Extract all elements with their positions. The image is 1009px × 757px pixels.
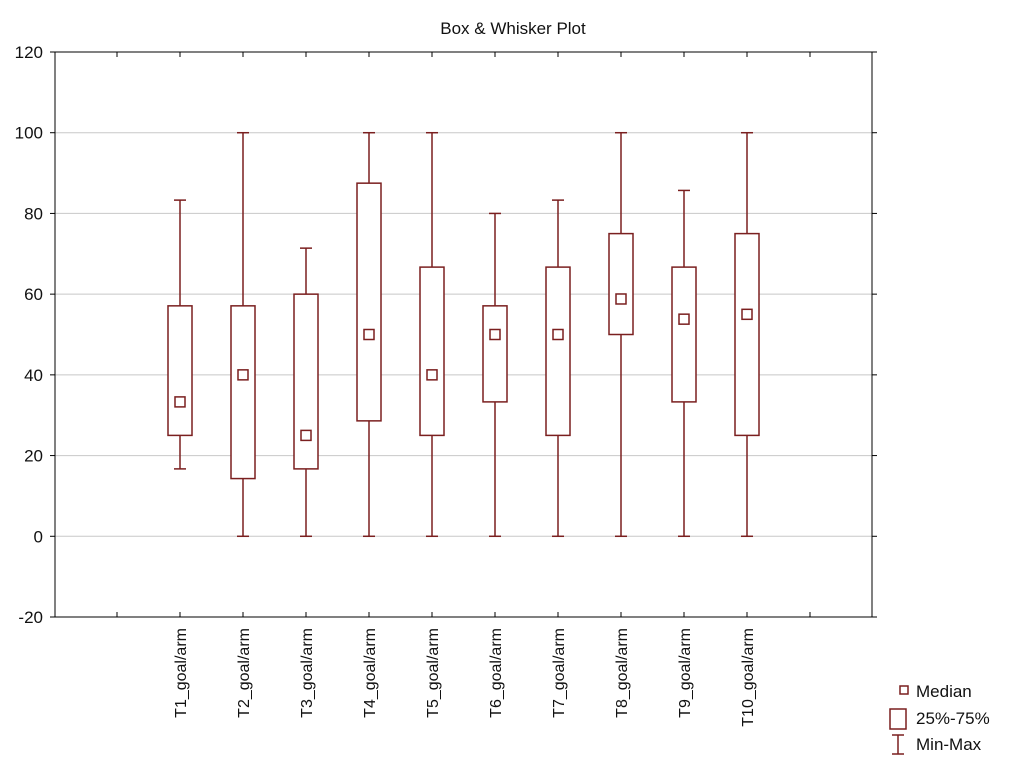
legend-box-icon [889,708,907,730]
y-tick-label: 100 [15,124,43,143]
box-iqr [545,266,571,437]
x-tick-label: T7_goal/arm [551,628,568,718]
box-group [671,189,697,538]
y-axis: -20 0 20 40 60 80 100 120 [15,43,877,627]
median-marker [426,369,438,381]
box-group [608,131,634,538]
box-iqr [230,305,256,480]
legend: Median 25%-75% Min-Max [889,682,990,755]
box-group [293,247,319,538]
median-marker [678,313,690,325]
plot-frame [54,51,873,618]
x-tick-label: T5_goal/arm [425,628,442,718]
y-tick-label: 60 [24,285,43,304]
plot-border [54,51,873,618]
median-marker [552,328,564,341]
x-tick-label: T10_goal/arm [740,628,757,727]
median-marker [237,369,249,381]
legend-item-box: 25%-75% [889,708,990,730]
legend-label: 25%-75% [916,709,990,728]
median-marker [300,429,312,442]
box-group [356,131,382,538]
x-tick-label: T3_goal/arm [299,628,316,718]
x-tick-label: T9_goal/arm [677,628,694,718]
median-marker [174,396,186,408]
median-marker [741,308,753,321]
x-tick-label: T6_goal/arm [488,628,505,718]
legend-item-whisker: Min-Max [892,734,982,755]
box-group [167,199,193,470]
legend-label: Median [916,682,972,701]
legend-median-icon [899,685,909,695]
box-group [419,131,445,538]
y-tick-label: 20 [24,447,43,466]
box-group [734,131,760,538]
x-axis: T1_goal/arm T2_goal/arm T3_goal/arm T4_goal… [116,52,811,727]
x-tick-label: T8_goal/arm [614,628,631,718]
y-tick-label: 80 [24,204,43,223]
chart-title: Box & Whisker Plot [440,19,586,38]
y-tick-label: 40 [24,366,43,385]
x-tick-label: T2_goal/arm [236,628,253,718]
box-iqr [167,305,193,437]
box-iqr [482,305,508,403]
median-marker [615,293,627,305]
box-group [230,131,256,538]
x-tick-label: T4_goal/arm [362,628,379,718]
box-iqr [734,232,760,437]
legend-label: Min-Max [916,735,982,754]
median-marker [489,328,501,341]
box-group [482,212,508,538]
box-iqr [356,182,382,422]
x-tick-label: T1_goal/arm [173,628,190,718]
box-series [167,131,760,538]
median-marker [363,328,375,341]
y-tick-label: -20 [18,608,43,627]
box-iqr [608,232,634,336]
box-iqr [293,293,319,470]
box-iqr [419,266,445,437]
y-tick-label: 0 [34,527,43,546]
y-tick-label: 120 [15,43,43,62]
box-group [545,199,571,538]
box-iqr [671,266,697,403]
legend-item-median: Median [899,682,972,701]
